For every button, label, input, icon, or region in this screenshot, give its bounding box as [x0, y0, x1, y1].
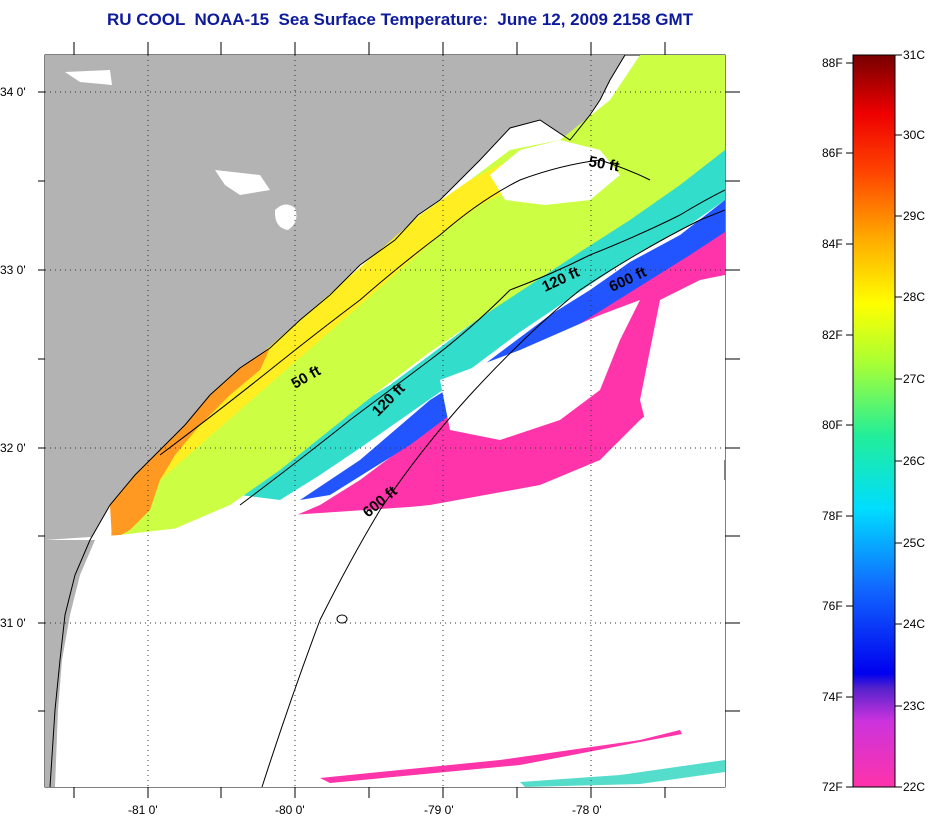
lake	[215, 170, 270, 195]
coastline	[49, 55, 626, 787]
cloud-patch	[640, 275, 725, 470]
seamount-contour	[336, 614, 348, 624]
colorbar-f-label: 84F	[822, 237, 843, 251]
colorbar-c-label: 22C	[903, 780, 925, 794]
colorbar-c-label: 25C	[903, 536, 925, 550]
land-mass	[45, 55, 625, 787]
data-streak	[520, 760, 725, 787]
colorbar-c-label: 24C	[903, 617, 925, 631]
contour-50ft	[159, 159, 651, 456]
colorbar-f-label: 76F	[822, 599, 843, 613]
cloud-patch	[440, 300, 640, 440]
warm-coast	[110, 348, 270, 540]
graticule	[45, 55, 725, 787]
colorbar-c-label: 29C	[903, 209, 925, 223]
cyan-band	[240, 150, 725, 500]
lat-label: 32 0'	[0, 441, 26, 455]
colorbar-f-label: 88F	[822, 56, 843, 70]
colorbar-f-label: 86F	[822, 146, 843, 160]
cloud-patch	[490, 140, 620, 205]
colorbar-f-label: 82F	[822, 328, 843, 342]
colorbar-c-label: 28C	[903, 290, 925, 304]
colorbar-f-label: 78F	[822, 509, 843, 523]
colorbar-c-label: 30C	[903, 128, 925, 142]
axis-ticks	[38, 42, 740, 798]
blue-band	[300, 200, 725, 500]
colorbar-c-label: 23C	[903, 699, 925, 713]
colorbar-f-label: 74F	[822, 690, 843, 704]
land-mass	[45, 540, 95, 787]
data-streak	[320, 730, 682, 783]
contour-600ft	[261, 209, 725, 787]
lat-label: 31 0'	[0, 616, 26, 630]
colorbar-f-label: 80F	[822, 418, 843, 432]
colorbar	[852, 54, 896, 788]
colorbar-c-label: 31C	[903, 48, 925, 62]
lat-label: 34 0'	[0, 85, 26, 99]
colorbar-f-label: 72F	[822, 780, 843, 794]
cloud-patch	[45, 480, 725, 787]
lake	[274, 204, 297, 230]
colorbar-c-label: 27C	[903, 372, 925, 386]
map-title: RU COOL NOAA-15 Sea Surface Temperature:…	[106, 10, 694, 29]
lon-label: -79 0'	[424, 803, 454, 817]
colorbar-c-label: 26C	[903, 454, 925, 468]
lon-label: -78 0'	[572, 803, 602, 817]
colorbar-ticks	[846, 54, 902, 788]
lon-label: -80 0'	[275, 803, 305, 817]
contour-120ft	[239, 189, 725, 506]
lon-label: -81 0'	[128, 803, 158, 817]
lat-label: 33 0'	[0, 263, 26, 277]
contour-label: 50 ft	[587, 153, 620, 175]
cold-band	[285, 210, 725, 520]
lake	[65, 70, 112, 85]
